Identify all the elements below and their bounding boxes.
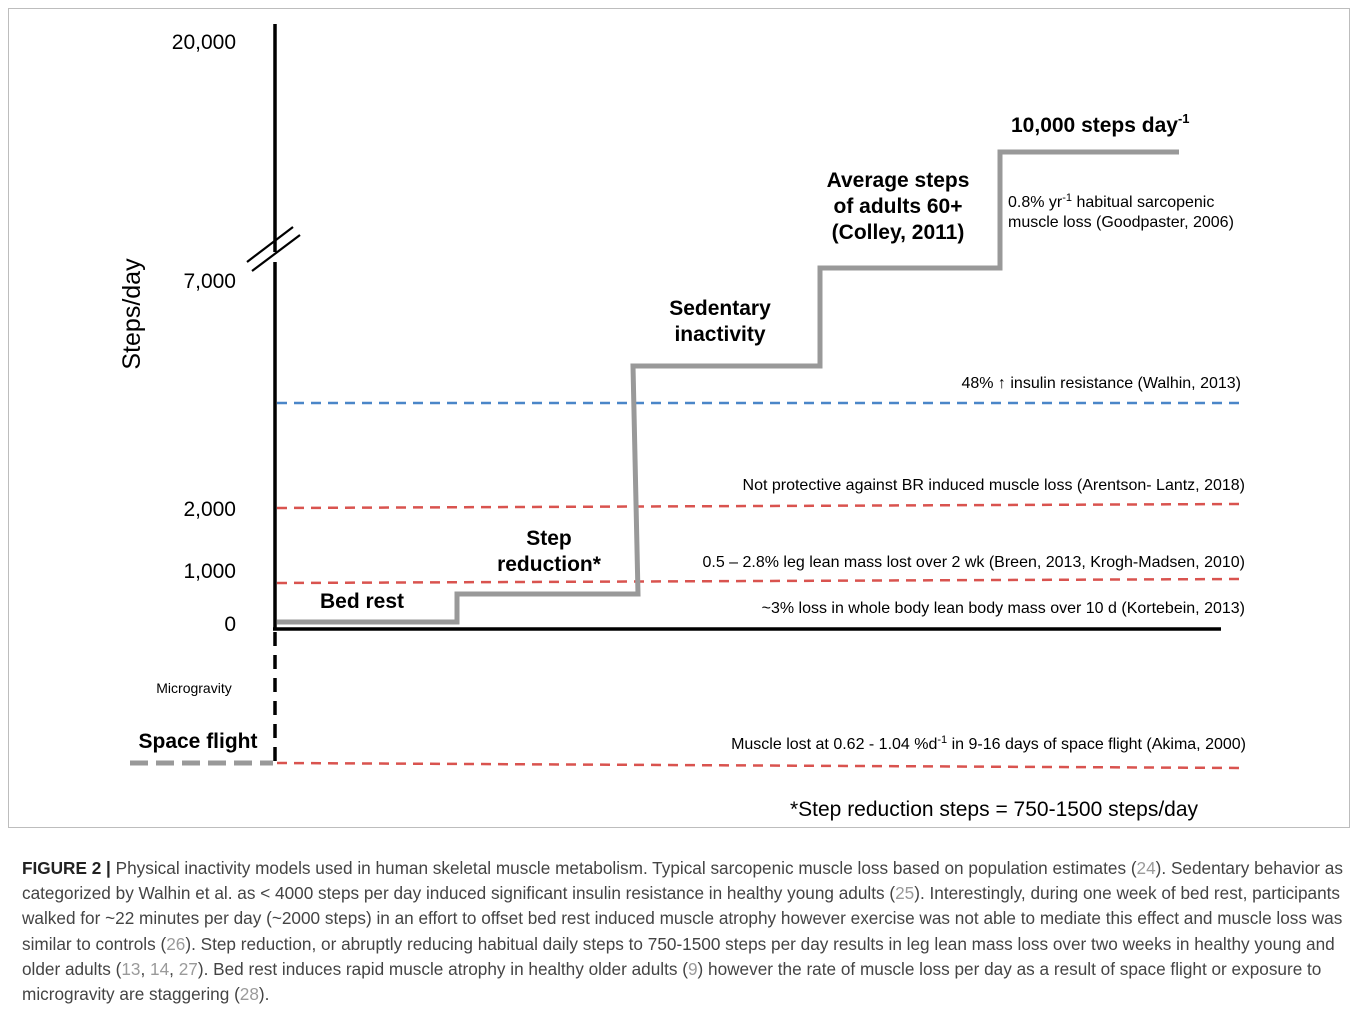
annotation-sarcopenic-sup: -1 xyxy=(1062,192,1072,204)
axis-break-mark-2 xyxy=(251,234,301,272)
stage-label-sedentary: inactivity xyxy=(674,323,765,346)
axis-break-mark-1 xyxy=(246,226,294,263)
microgravity-label: Microgravity xyxy=(156,680,231,696)
stage-label-space-flight: Space flight xyxy=(138,730,257,753)
caption-text: ). Step reduction, or abruptly reducing … xyxy=(22,933,1335,979)
annotation-space-flight-text: Muscle lost at 0.62 - 1.04 %d xyxy=(731,736,937,753)
citation-link[interactable]: 28 xyxy=(239,984,259,1005)
annotation-sarcopenic: muscle loss (Goodpaster, 2006) xyxy=(1008,214,1234,231)
annotation-sarcopenic-text: 0.8% yr xyxy=(1008,194,1063,211)
steps-chart: 20,000 7,000 2,000 1,000 0 Steps/day Bed… xyxy=(118,24,1246,821)
caption-text: Physical inactivity models used in human… xyxy=(110,858,1137,878)
figure-frame xyxy=(8,8,1350,828)
threshold-label-step-reduction: 0.5 – 2.8% leg lean mass lost over 2 wk … xyxy=(702,554,1245,571)
threshold-label-bed-rest: ~3% loss in whole body lean body mass ov… xyxy=(762,600,1245,617)
caption-text: ). xyxy=(258,984,270,1005)
stage-label-average: Average steps xyxy=(827,169,970,192)
caption-text: ). Sedentary behavior as categorized by … xyxy=(22,858,1343,904)
threshold-label-insulin: 48% ↑ insulin resistance (Walhin, 2013) xyxy=(961,375,1241,392)
stage-label-ten-thousand-text: 10,000 steps day xyxy=(1011,114,1178,137)
footnote-step-reduction: *Step reduction steps = 750-1500 steps/d… xyxy=(790,798,1199,821)
stage-label-sedentary: Sedentary xyxy=(669,297,771,320)
annotation-space-flight-text: in 9-16 days of space flight (Akima, 200… xyxy=(947,736,1246,753)
steps-series-line xyxy=(277,149,1179,625)
threshold-line-space-flight xyxy=(276,761,1244,770)
y-tick-label: 0 xyxy=(224,613,236,636)
caption-text: ) however the rate of muscle loss per da… xyxy=(22,958,1322,1005)
stage-label-bed-rest: Bed rest xyxy=(320,590,404,613)
threshold-line-step-reduction xyxy=(276,577,1244,585)
stage-label-average: (Colley, 2011) xyxy=(832,221,965,244)
citation-link[interactable]: 26 xyxy=(166,933,186,954)
annotation-sarcopenic: 0.8% yr-1 habitual sarcopenic xyxy=(1008,192,1214,211)
y-tick-label: 7,000 xyxy=(183,270,236,293)
caption-text: ). Interestingly, during one week of bed… xyxy=(22,883,1343,954)
stage-label-ten-thousand: 10,000 steps day-1 xyxy=(1011,111,1190,137)
threshold-line-2000 xyxy=(276,502,1244,510)
y-tick-label: 20,000 xyxy=(172,31,236,54)
citation-link[interactable]: 14 xyxy=(150,958,170,979)
y-axis-label: Steps/day xyxy=(118,258,146,370)
caption-text: , xyxy=(140,958,151,979)
citation-link[interactable]: 9 xyxy=(687,958,698,979)
y-tick-label: 2,000 xyxy=(183,498,236,521)
stage-label-ten-thousand-sup: -1 xyxy=(1178,111,1190,126)
stage-label-step-reduction: reduction* xyxy=(497,553,602,576)
citation-link[interactable]: 25 xyxy=(895,883,915,904)
citation-link[interactable]: 27 xyxy=(178,958,198,979)
caption-text: ). Bed rest induces rapid muscle atrophy… xyxy=(197,958,688,979)
citation-link[interactable]: 13 xyxy=(121,958,141,979)
figure-label: FIGURE 2 | xyxy=(22,858,111,878)
annotation-sarcopenic-text: habitual sarcopenic xyxy=(1072,194,1214,211)
figure-caption: FIGURE 2 | Physical inactivity models us… xyxy=(22,856,1344,1007)
annotation-space-flight: Muscle lost at 0.62 - 1.04 %d-1 in 9-16 … xyxy=(731,734,1246,753)
y-tick-label: 1,000 xyxy=(183,560,236,583)
caption-text: , xyxy=(169,958,179,979)
annotation-space-flight-sup: -1 xyxy=(937,734,947,746)
stage-label-average: of adults 60+ xyxy=(834,195,963,218)
stage-label-step-reduction: Step xyxy=(526,527,572,550)
threshold-label-2000: Not protective against BR induced muscle… xyxy=(743,477,1245,494)
citation-link[interactable]: 24 xyxy=(1136,858,1156,878)
